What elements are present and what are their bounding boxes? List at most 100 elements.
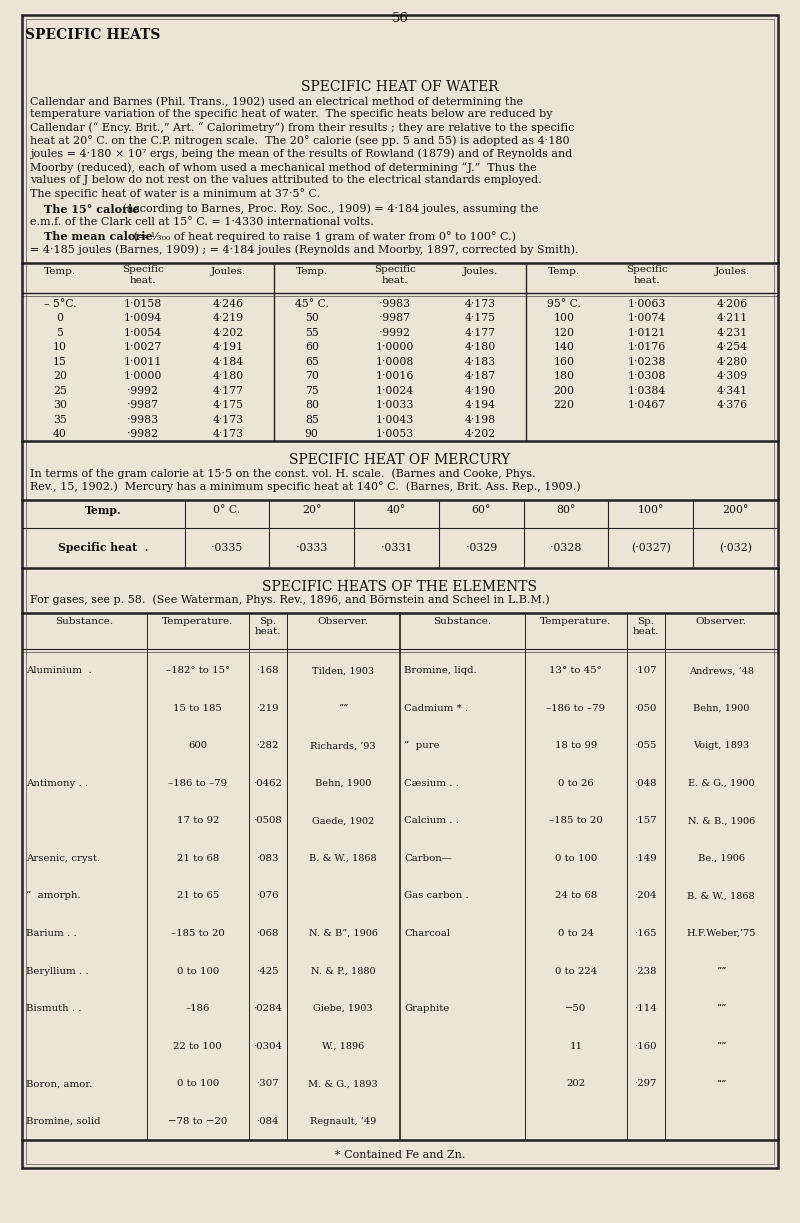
Text: 600: 600 xyxy=(188,741,207,751)
Text: 1·0308: 1·0308 xyxy=(628,371,666,382)
Text: ·9983: ·9983 xyxy=(127,415,158,424)
Text: N. & B., 1906: N. & B., 1906 xyxy=(688,817,755,826)
Text: 4·184: 4·184 xyxy=(213,357,244,367)
Text: 200°: 200° xyxy=(722,505,749,515)
Text: Temp.: Temp. xyxy=(548,268,580,276)
Text: Aluminium  .: Aluminium . xyxy=(26,667,92,675)
Text: Charcoal: Charcoal xyxy=(404,929,450,938)
Text: 0 to 100: 0 to 100 xyxy=(177,1079,219,1088)
Text: Richards, ’93: Richards, ’93 xyxy=(310,741,376,751)
Text: 11: 11 xyxy=(570,1042,582,1051)
Text: M. & G., 1893: M. & G., 1893 xyxy=(309,1079,378,1088)
Text: SPECIFIC HEAT OF WATER: SPECIFIC HEAT OF WATER xyxy=(301,79,499,94)
Text: = 4·185 joules (Barnes, 1909) ; = 4·184 joules (Reynolds and Moorby, 1897, corre: = 4·185 joules (Barnes, 1909) ; = 4·184 … xyxy=(30,245,578,254)
Text: Andrews, ‘48: Andrews, ‘48 xyxy=(689,667,754,675)
Text: 200: 200 xyxy=(554,385,574,396)
Text: 5: 5 xyxy=(56,328,63,338)
Text: 1·0016: 1·0016 xyxy=(376,371,414,382)
Text: ·0333: ·0333 xyxy=(296,543,327,553)
Text: 4·180: 4·180 xyxy=(213,371,244,382)
Text: ·157: ·157 xyxy=(634,817,657,826)
Text: Observer.: Observer. xyxy=(318,616,369,626)
Text: 1·0121: 1·0121 xyxy=(628,328,666,338)
Text: ””: ”” xyxy=(716,966,726,976)
Text: 17 to 92: 17 to 92 xyxy=(177,817,219,826)
Text: (according to Barnes, Proc. Roy. Soc., 1909) = 4·184 joules, assuming the: (according to Barnes, Proc. Roy. Soc., 1… xyxy=(119,203,538,214)
Text: e.m.f. of the Clark cell at 15° C. = 1·4330 international volts.: e.m.f. of the Clark cell at 15° C. = 1·4… xyxy=(30,216,374,226)
Text: ·050: ·050 xyxy=(634,703,657,713)
Text: Specific
heat.: Specific heat. xyxy=(626,265,668,285)
Text: 1·0024: 1·0024 xyxy=(376,385,414,396)
Text: Specific heat  .: Specific heat . xyxy=(58,542,149,553)
Text: 1·0000: 1·0000 xyxy=(124,371,162,382)
Text: ·084: ·084 xyxy=(257,1117,279,1125)
Text: 100°: 100° xyxy=(638,505,664,515)
Text: The mean calorie: The mean calorie xyxy=(44,231,153,242)
Text: 4·173: 4·173 xyxy=(213,415,244,424)
Text: Joules.: Joules. xyxy=(211,268,246,276)
Text: ·0328: ·0328 xyxy=(550,543,582,553)
Text: For gases, see p. 58.  (See Waterman, Phys. Rev., 1896, and Börnstein and Scheel: For gases, see p. 58. (See Waterman, Phy… xyxy=(30,594,550,605)
Text: −50: −50 xyxy=(565,1004,586,1013)
Text: Behn, 1900: Behn, 1900 xyxy=(315,779,371,788)
Text: 22 to 100: 22 to 100 xyxy=(174,1042,222,1051)
Text: 80°: 80° xyxy=(556,505,576,515)
Text: 50: 50 xyxy=(305,313,318,323)
Text: ·297: ·297 xyxy=(634,1079,657,1088)
Text: 100: 100 xyxy=(554,313,574,323)
Text: 1·0384: 1·0384 xyxy=(628,385,666,396)
Text: 1·0063: 1·0063 xyxy=(628,298,666,308)
Text: 60: 60 xyxy=(305,342,318,352)
Text: –185 to 20: –185 to 20 xyxy=(171,929,225,938)
Text: 80: 80 xyxy=(305,400,318,410)
Text: 1·0176: 1·0176 xyxy=(628,342,666,352)
Text: H.F.Weber,’75: H.F.Weber,’75 xyxy=(686,929,756,938)
Text: Temperature.: Temperature. xyxy=(540,616,611,626)
Text: ””: ”” xyxy=(716,1079,726,1088)
Text: Specific
heat.: Specific heat. xyxy=(122,265,164,285)
Text: Sp.
heat.: Sp. heat. xyxy=(254,616,281,636)
Text: N. & P., 1880: N. & P., 1880 xyxy=(311,966,376,976)
Text: 4·206: 4·206 xyxy=(717,298,748,308)
Text: 1·0027: 1·0027 xyxy=(124,342,162,352)
Text: 4·231: 4·231 xyxy=(717,328,748,338)
Text: N. & B”, 1906: N. & B”, 1906 xyxy=(309,929,378,938)
Text: W., 1896: W., 1896 xyxy=(322,1042,365,1051)
Text: heat at 20° C. on the C.P. nitrogen scale.  The 20° calorie (see pp. 5 and 55) i: heat at 20° C. on the C.P. nitrogen scal… xyxy=(30,136,570,147)
Text: –185 to 20: –185 to 20 xyxy=(549,817,602,826)
Text: B. & W., 1868: B. & W., 1868 xyxy=(687,892,755,900)
Text: 4·211: 4·211 xyxy=(717,313,748,323)
Text: 13° to 45°: 13° to 45° xyxy=(550,667,602,675)
Text: SPECIFIC HEATS OF THE ELEMENTS: SPECIFIC HEATS OF THE ELEMENTS xyxy=(262,580,538,594)
Text: * Contained Fe and Zn.: * Contained Fe and Zn. xyxy=(335,1150,465,1159)
Text: 140: 140 xyxy=(554,342,574,352)
Text: ·149: ·149 xyxy=(634,854,657,863)
Text: ·9987: ·9987 xyxy=(379,313,410,323)
Text: Voigt, 1893: Voigt, 1893 xyxy=(693,741,750,751)
Text: 4·254: 4·254 xyxy=(717,342,748,352)
Text: Bromine, liqd.: Bromine, liqd. xyxy=(404,667,477,675)
Text: ·114: ·114 xyxy=(634,1004,657,1013)
Text: ·160: ·160 xyxy=(634,1042,657,1051)
Text: 4·219: 4·219 xyxy=(213,313,244,323)
Text: ·165: ·165 xyxy=(634,929,657,938)
Text: ·425: ·425 xyxy=(257,966,279,976)
Text: 10: 10 xyxy=(53,342,67,352)
Text: Temp.: Temp. xyxy=(85,505,122,516)
Text: 4·191: 4·191 xyxy=(213,342,244,352)
Text: ·048: ·048 xyxy=(634,779,657,788)
Text: ·238: ·238 xyxy=(634,966,657,976)
Text: 120: 120 xyxy=(554,328,574,338)
Text: Callendar (“ Ency. Brit.,” Art. “ Calorimetry”) from their results ; they are re: Callendar (“ Ency. Brit.,” Art. “ Calori… xyxy=(30,122,574,133)
Text: Rev., 15, 1902.)  Mercury has a minimum specific heat at 140° C.  (Barnes, Brit.: Rev., 15, 1902.) Mercury has a minimum s… xyxy=(30,482,581,493)
Text: 70: 70 xyxy=(305,371,318,382)
Text: Cæsium . .: Cæsium . . xyxy=(404,779,459,788)
Text: Antimony . .: Antimony . . xyxy=(26,779,88,788)
Text: 4·376: 4·376 xyxy=(717,400,748,410)
Text: (= ⅓₀₀ of heat required to raise 1 gram of water from 0° to 100° C.): (= ⅓₀₀ of heat required to raise 1 gram … xyxy=(130,231,516,242)
Text: The 15° calorie: The 15° calorie xyxy=(44,203,139,214)
Text: 40°: 40° xyxy=(387,505,406,515)
Text: 21 to 65: 21 to 65 xyxy=(177,892,219,900)
Text: ·168: ·168 xyxy=(257,667,279,675)
Text: Joules.: Joules. xyxy=(715,268,750,276)
